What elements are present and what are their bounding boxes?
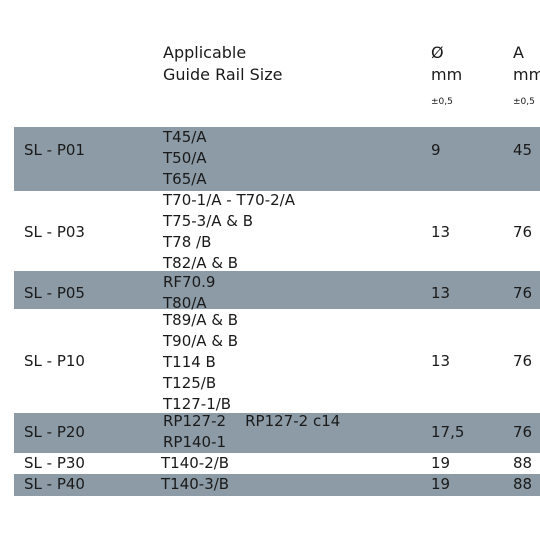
guide-header-line2: Guide Rail Size <box>163 65 283 84</box>
guide-rail-size-header: Applicable Guide Rail Size <box>163 42 282 86</box>
guide-rail-list: RP127-2 RP127-2 c14 RP140-1 <box>163 411 340 453</box>
guide-rail-list: RF70.9 T80/A <box>163 272 215 314</box>
guide-rail-item: T45/A <box>163 128 207 146</box>
guide-rail-item: T127-1/B <box>163 395 232 413</box>
diameter-tolerance: ±0,5 <box>431 97 453 107</box>
guide-rail-item: T90/A & B <box>163 332 239 350</box>
guide-header-line1: Applicable <box>163 43 247 62</box>
guide-rail-item: T114 B <box>163 353 216 371</box>
guide-rail-item: T50/A <box>163 149 207 167</box>
guide-rail-list: T45/A T50/A T65/A <box>163 127 207 190</box>
guide-rail-list: T70-1/A - T70-2/A T75-3/A & B T78 /B T82… <box>163 190 295 274</box>
guide-rail-item: T140-3/B <box>161 475 230 493</box>
a-tolerance: ±0,5 <box>513 97 535 107</box>
diameter-value: 13 <box>431 284 451 302</box>
guide-rail-item: RF70.9 <box>163 273 216 291</box>
model-code: SL - P30 <box>24 454 85 472</box>
model-code: SL - P20 <box>24 423 85 441</box>
diameter-value: 17,5 <box>431 423 465 441</box>
guide-rail-list: T89/A & B T90/A & B T114 B T125/B T127-1… <box>163 310 238 415</box>
guide-rail-list: T140-2/B <box>161 453 229 474</box>
guide-rail-item: T125/B <box>163 374 217 392</box>
a-value: 76 <box>513 423 533 441</box>
diameter-value: 19 <box>431 475 451 493</box>
diameter-value: 13 <box>431 223 451 241</box>
table-row: SL - P40 T140-3/B 19 88 <box>14 474 540 496</box>
a-dimension-header: A mm <box>513 42 540 86</box>
a-value: 76 <box>513 352 533 370</box>
table-row: SL - P05 RF70.9 T80/A 13 76 <box>14 271 540 312</box>
guide-rail-item: T82/A & B <box>163 254 239 272</box>
diameter-header: Ø mm <box>431 42 462 86</box>
guide-rail-list: T140-3/B <box>161 474 229 495</box>
guide-rail-item: T78 /B <box>163 233 212 251</box>
diameter-value: 13 <box>431 352 451 370</box>
diameter-value: 9 <box>431 141 441 159</box>
model-code: SL - P05 <box>24 284 85 302</box>
diameter-symbol: Ø <box>431 43 444 62</box>
table-row: SL - P20 RP127-2 RP127-2 c14 RP140-1 17,… <box>14 411 540 453</box>
diameter-value: 19 <box>431 454 451 472</box>
table-row: SL - P01 T45/A T50/A T65/A 9 45 <box>14 127 540 191</box>
model-code: SL - P40 <box>24 475 85 493</box>
guide-rail-item: RP127-2 RP127-2 c14 <box>163 412 341 430</box>
model-code: SL - P03 <box>24 223 85 241</box>
guide-rail-item: T80/A <box>163 294 207 312</box>
guide-rail-item: T75-3/A & B <box>163 212 254 230</box>
table-row: SL - P03 T70-1/A - T70-2/A T75-3/A & B T… <box>14 190 540 274</box>
a-symbol: A <box>513 43 524 62</box>
table-row: SL - P10 T89/A & B T90/A & B T114 B T125… <box>14 309 540 413</box>
guide-rail-item: T70-1/A - T70-2/A <box>163 191 295 209</box>
a-unit: mm <box>513 65 540 84</box>
a-value: 88 <box>513 454 533 472</box>
guide-rail-item: RP140-1 <box>163 433 227 451</box>
table-row: SL - P30 T140-2/B 19 88 <box>14 453 540 474</box>
model-code: SL - P01 <box>24 141 85 159</box>
diameter-unit: mm <box>431 65 463 84</box>
guide-rail-item: T65/A <box>163 170 207 188</box>
guide-rail-item: T140-2/B <box>161 454 230 472</box>
a-value: 88 <box>513 475 533 493</box>
a-value: 45 <box>513 141 533 159</box>
guide-rail-item: T89/A & B <box>163 311 239 329</box>
model-code: SL - P10 <box>24 352 85 370</box>
a-value: 76 <box>513 284 533 302</box>
a-value: 76 <box>513 223 533 241</box>
